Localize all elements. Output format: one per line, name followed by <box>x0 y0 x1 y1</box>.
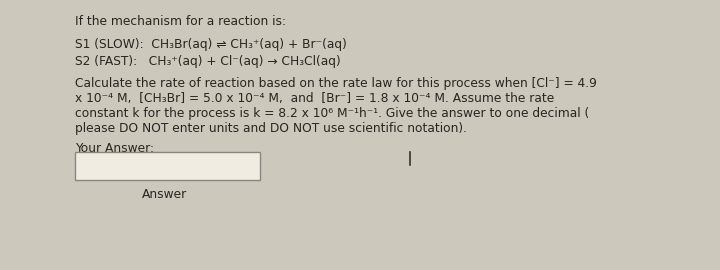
Text: Calculate the rate of reaction based on the rate law for this process when [Cl⁻]: Calculate the rate of reaction based on … <box>75 77 597 90</box>
Text: S2 (FAST):   CH₃⁺(aq) + Cl⁻(aq) → CH₃Cl(aq): S2 (FAST): CH₃⁺(aq) + Cl⁻(aq) → CH₃Cl(aq… <box>75 55 341 68</box>
Text: S1 (SLOW):  CH₃Br(aq) ⇌ CH₃⁺(aq) + Br⁻(aq): S1 (SLOW): CH₃Br(aq) ⇌ CH₃⁺(aq) + Br⁻(aq… <box>75 38 347 51</box>
Text: Your Answer:: Your Answer: <box>75 142 154 155</box>
Text: If the mechanism for a reaction is:: If the mechanism for a reaction is: <box>75 15 286 28</box>
Text: please DO NOT enter units and DO NOT use scientific notation).: please DO NOT enter units and DO NOT use… <box>75 122 467 135</box>
Text: x 10⁻⁴ M,  [CH₃Br] = 5.0 x 10⁻⁴ M,  and  [Br⁻] = 1.8 x 10⁻⁴ M. Assume the rate: x 10⁻⁴ M, [CH₃Br] = 5.0 x 10⁻⁴ M, and [B… <box>75 92 554 105</box>
FancyBboxPatch shape <box>75 152 260 180</box>
Text: Answer: Answer <box>143 188 188 201</box>
Text: constant k for the process is k = 8.2 x 10⁶ M⁻¹h⁻¹. Give the answer to one decim: constant k for the process is k = 8.2 x … <box>75 107 589 120</box>
